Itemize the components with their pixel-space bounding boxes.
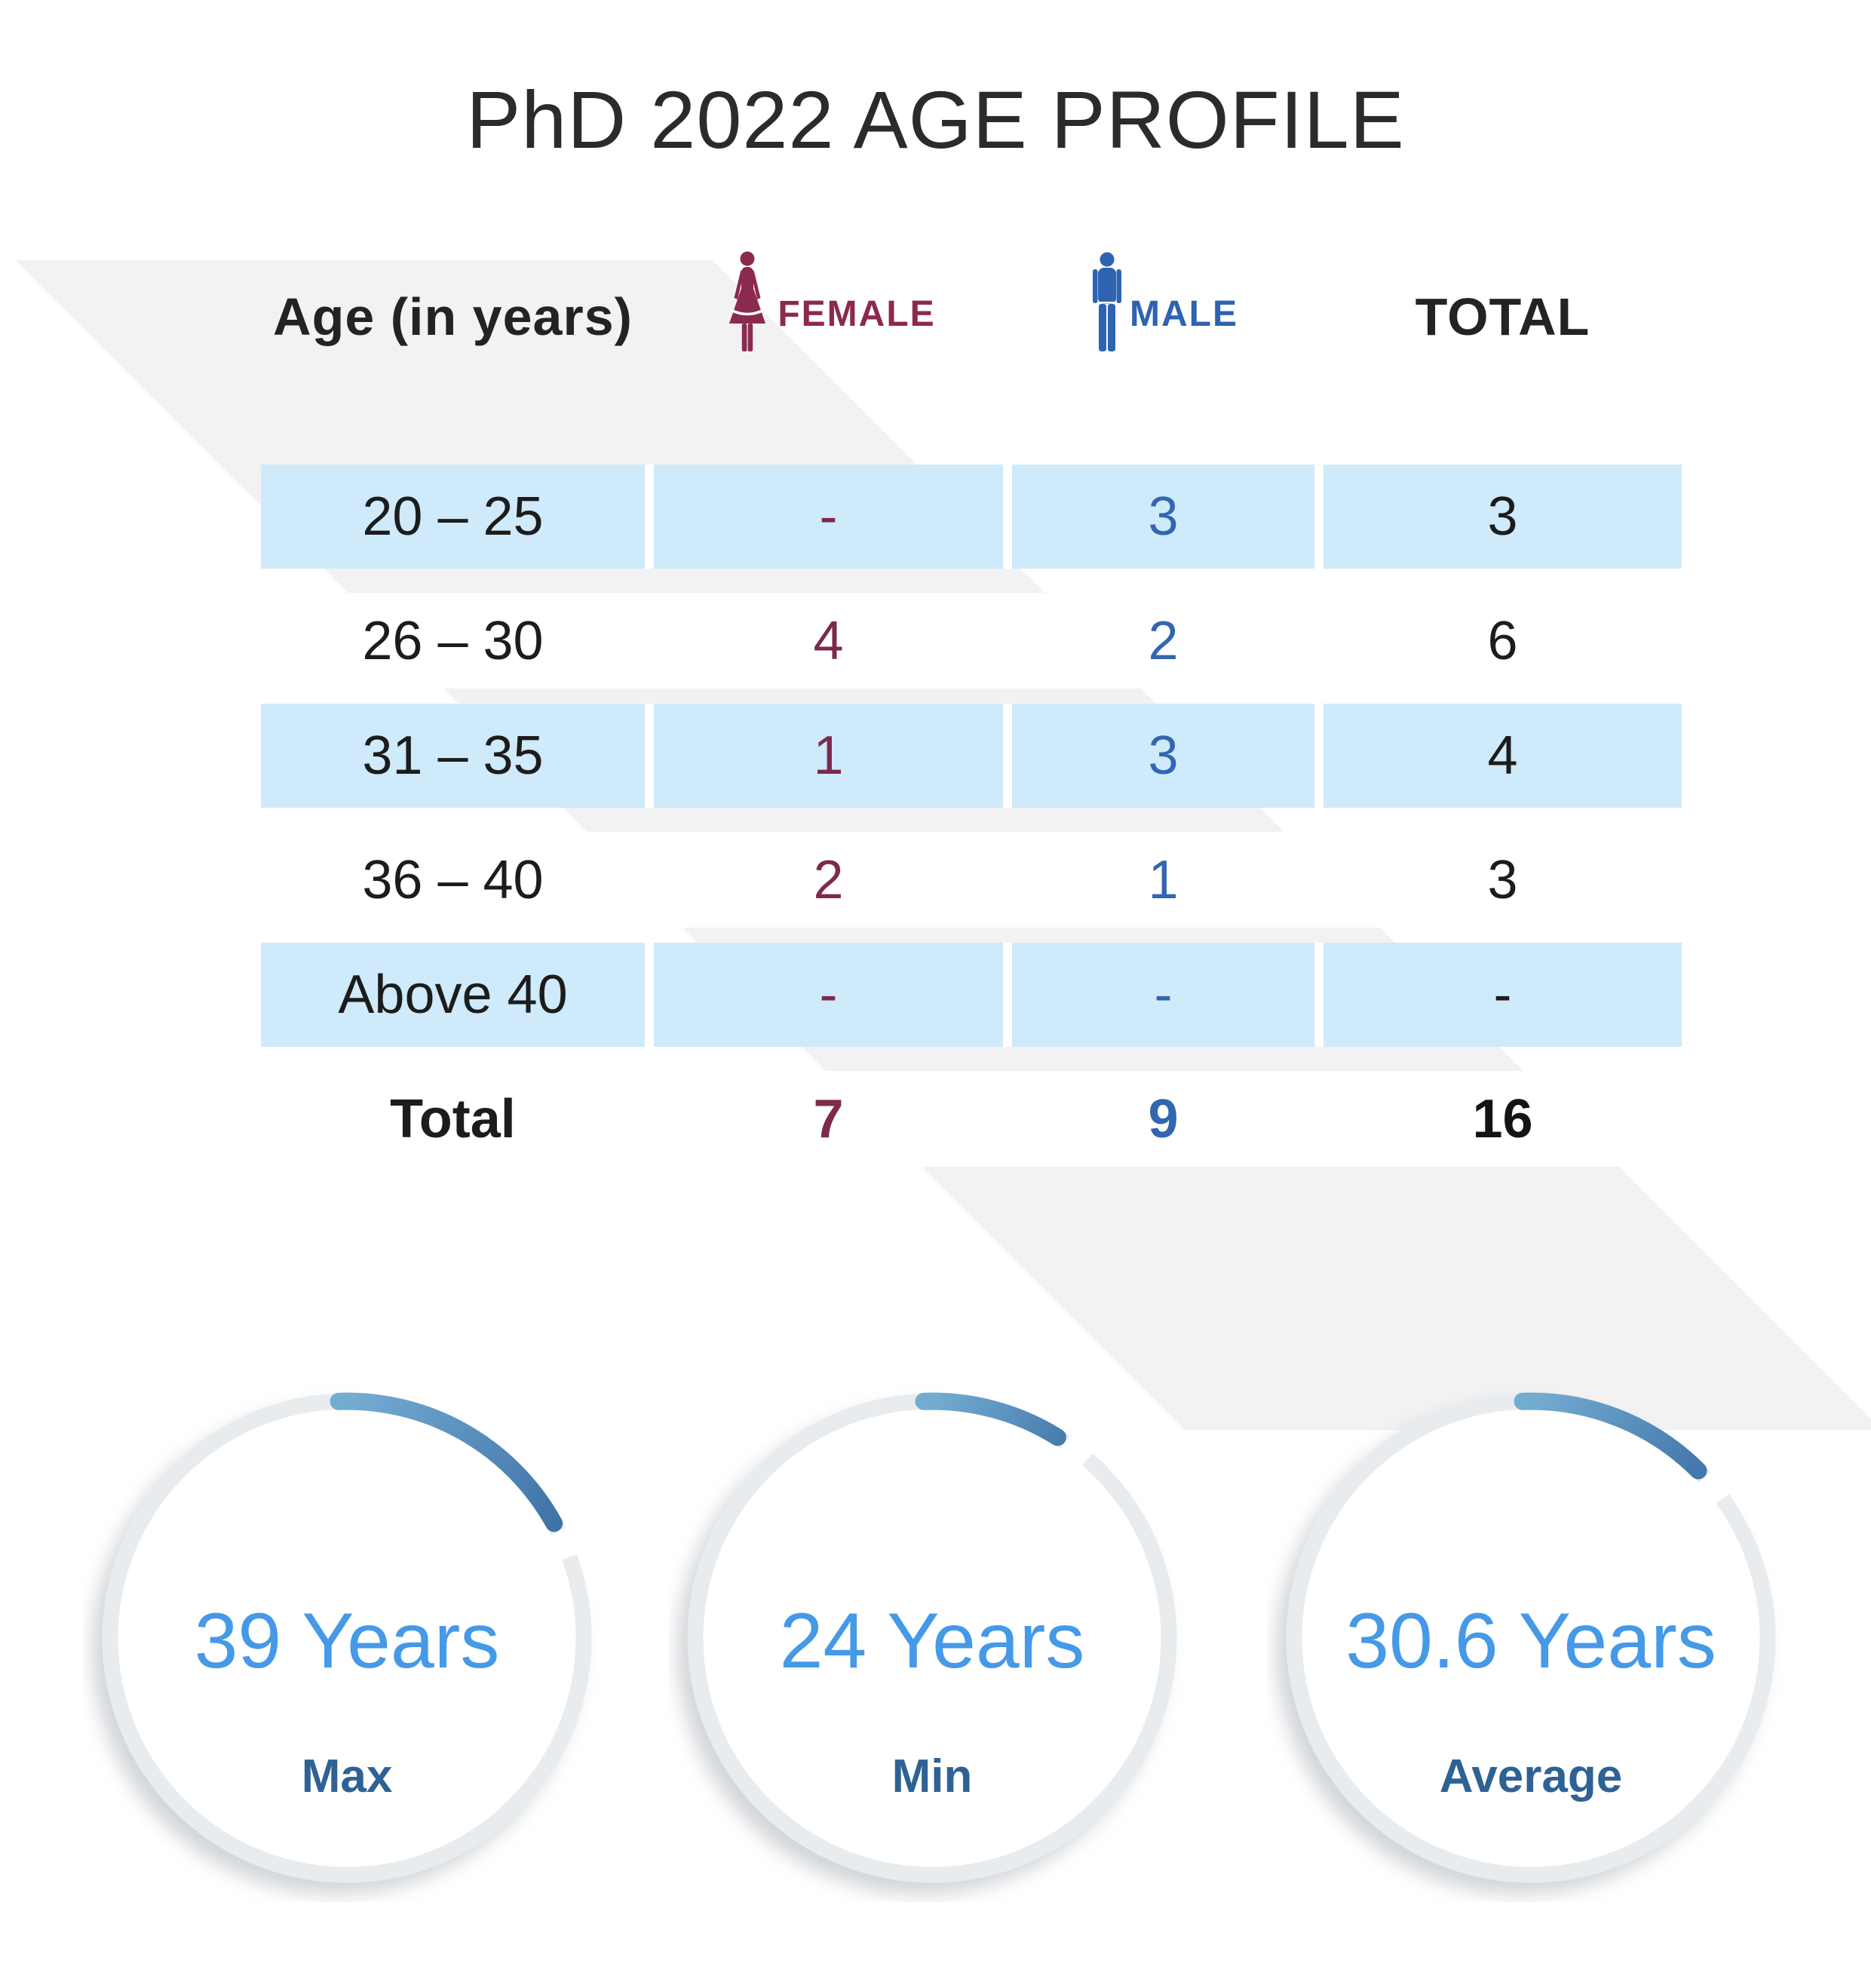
cell-male: 9 <box>1148 1088 1179 1149</box>
cell-age: Total <box>390 1088 516 1149</box>
cell-total: - <box>1324 943 1682 1047</box>
cell-male: 3 <box>1012 465 1314 569</box>
cell-total: 3 <box>1487 849 1518 910</box>
cell-female: 1 <box>654 704 1003 808</box>
gauge-average: 30.6 Years Average <box>1286 1392 1776 1883</box>
table-header: Age (in years) FEMALE <box>261 249 1682 354</box>
cell-female: 4 <box>813 610 844 671</box>
cell-male: - <box>1012 943 1314 1047</box>
female-icon <box>729 251 766 351</box>
table-row: Above 40 - - - <box>261 943 1682 1047</box>
cell-age: 26 – 30 <box>362 610 544 671</box>
cell-total: 4 <box>1324 704 1682 808</box>
header-age: Age (in years) <box>261 249 645 354</box>
cell-female: 7 <box>813 1088 844 1149</box>
header-total-label: TOTAL <box>1415 287 1590 346</box>
gauge-label: Min <box>892 1750 973 1802</box>
cell-age: Above 40 <box>261 943 645 1047</box>
gauge-value: 30.6 Years <box>1345 1597 1716 1685</box>
header-male: MALE <box>1012 249 1314 354</box>
gauge-label: Average <box>1440 1750 1622 1802</box>
cell-male: 3 <box>1012 704 1314 808</box>
header-male-label: MALE <box>1130 293 1238 334</box>
cell-female: - <box>654 465 1003 569</box>
gauge-min: 24 Years Min <box>687 1392 1177 1883</box>
male-icon <box>1093 252 1121 351</box>
table-row: 20 – 25 - 3 3 <box>261 465 1682 569</box>
table-row: 36 – 40 2 1 3 <box>261 832 1682 928</box>
cell-female: 2 <box>813 849 844 910</box>
table-row: 31 – 35 1 3 4 <box>261 704 1682 808</box>
cell-male: 2 <box>1148 610 1179 671</box>
cell-total: 6 <box>1487 610 1518 671</box>
cell-age: 31 – 35 <box>261 704 645 808</box>
header-female-label: FEMALE <box>778 293 936 334</box>
header-age-label: Age (in years) <box>273 287 633 346</box>
table-row-total: Total 7 9 16 <box>261 1071 1682 1167</box>
page-title: PhD 2022 AGE PROFILE <box>466 74 1405 165</box>
gauge-value: 24 Years <box>780 1597 1085 1685</box>
header-female: FEMALE <box>654 249 1003 354</box>
cell-total: 16 <box>1472 1088 1533 1149</box>
cell-age: 20 – 25 <box>261 465 645 569</box>
cell-age: 36 – 40 <box>362 849 544 910</box>
cell-male: 1 <box>1148 849 1179 910</box>
age-profile-table: 20 – 25 - 3 3 26 – 30 4 2 6 31 – 35 1 3 … <box>261 465 1682 1167</box>
gauge-value: 39 Years <box>195 1597 500 1685</box>
cell-total: 3 <box>1324 465 1682 569</box>
header-total: TOTAL <box>1324 249 1682 354</box>
gauge-max: 39 Years Max <box>102 1392 592 1883</box>
table-row: 26 – 30 4 2 6 <box>261 593 1682 689</box>
cell-female: - <box>654 943 1003 1047</box>
gauge-label: Max <box>302 1750 393 1802</box>
